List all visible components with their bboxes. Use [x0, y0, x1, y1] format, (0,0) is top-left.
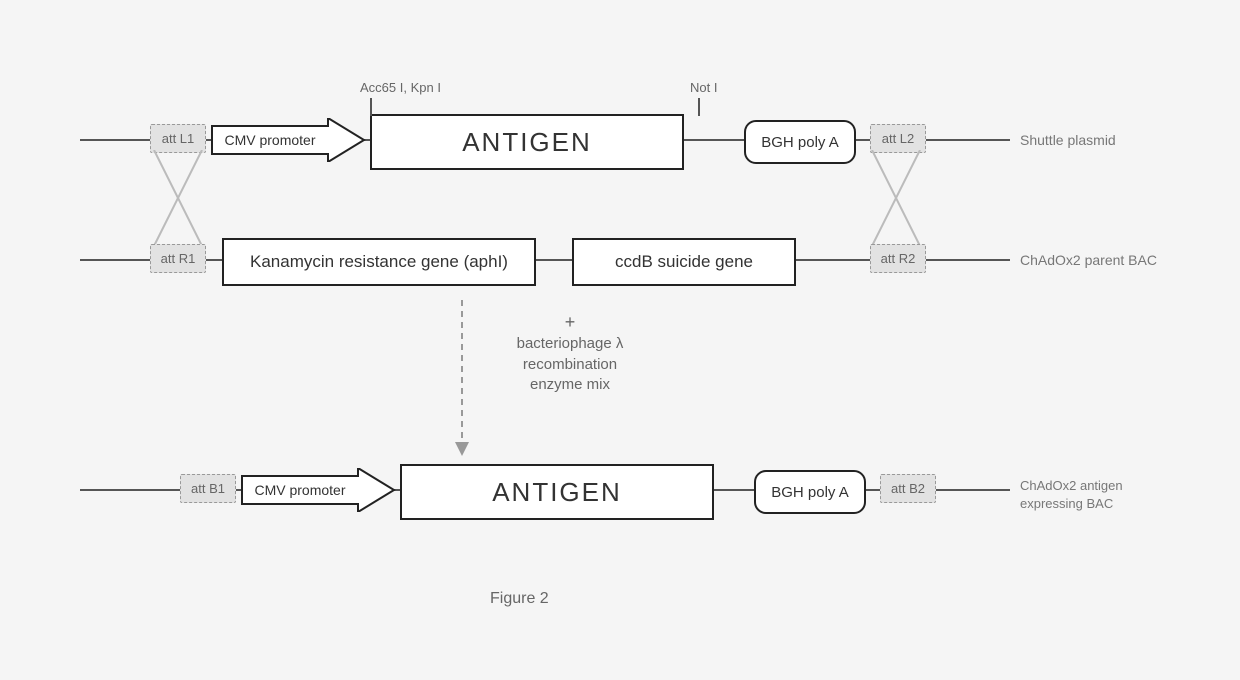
bgh-label-2: BGH poly A: [771, 484, 849, 501]
att-R2-label: att R2: [881, 251, 916, 266]
figure-label: Figure 2: [490, 590, 549, 608]
row3-side-label-1: ChAdOx2 antigen: [1020, 478, 1123, 493]
bgh-box-1: BGH poly A: [744, 120, 856, 164]
recombination-diagram: att L1 att L2 CMV promoter ANTIGEN BGH p…: [0, 0, 1240, 680]
row2-side-label: ChAdOx2 parent BAC: [1020, 252, 1157, 268]
att-B2-label: att B2: [891, 481, 925, 496]
mix-label: + bacteriophage λ recombination enzyme m…: [490, 310, 650, 395]
cmv-promoter-label-1: CMV promoter: [224, 132, 315, 148]
arrow-down: [452, 300, 472, 458]
ccdb-box: ccdB suicide gene: [572, 238, 796, 286]
cross-left: [150, 150, 210, 246]
cmv-promoter-arrow-1: CMV promoter: [210, 118, 368, 162]
att-L1-box: att L1: [150, 124, 206, 153]
att-L2-box: att L2: [870, 124, 926, 153]
row1-side-label: Shuttle plasmid: [1020, 132, 1116, 148]
tick-acc65: [370, 98, 372, 116]
tick-acc65-label: Acc65 I, Kpn I: [360, 80, 441, 95]
att-B1-label: att B1: [191, 481, 225, 496]
cmv-promoter-label-2: CMV promoter: [254, 482, 345, 498]
antigen-box-2: ANTIGEN: [400, 464, 714, 520]
antigen-box-1: ANTIGEN: [370, 114, 684, 170]
bgh-label-1: BGH poly A: [761, 134, 839, 151]
antigen-label-1: ANTIGEN: [462, 127, 592, 158]
mix-line-3: enzyme mix: [490, 375, 650, 395]
mix-line-2: recombination: [490, 355, 650, 375]
row3-side-label-2: expressing BAC: [1020, 496, 1113, 511]
mix-plus: +: [490, 310, 650, 334]
tick-not1: [698, 98, 700, 116]
kanamycin-label: Kanamycin resistance gene (aphI): [250, 252, 508, 272]
att-R1-box: att R1: [150, 244, 206, 273]
mix-line-1: bacteriophage λ: [490, 334, 650, 354]
att-L2-label: att L2: [882, 131, 915, 146]
att-R2-box: att R2: [870, 244, 926, 273]
bgh-box-2: BGH poly A: [754, 470, 866, 514]
tick-not1-label: Not I: [690, 80, 717, 95]
att-L1-label: att L1: [162, 131, 195, 146]
att-B1-box: att B1: [180, 474, 236, 503]
kanamycin-box: Kanamycin resistance gene (aphI): [222, 238, 536, 286]
ccdb-label: ccdB suicide gene: [615, 252, 753, 272]
antigen-label-2: ANTIGEN: [492, 477, 622, 508]
cross-right: [868, 150, 928, 246]
att-R1-label: att R1: [161, 251, 196, 266]
cmv-promoter-arrow-2: CMV promoter: [240, 468, 398, 512]
att-B2-box: att B2: [880, 474, 936, 503]
